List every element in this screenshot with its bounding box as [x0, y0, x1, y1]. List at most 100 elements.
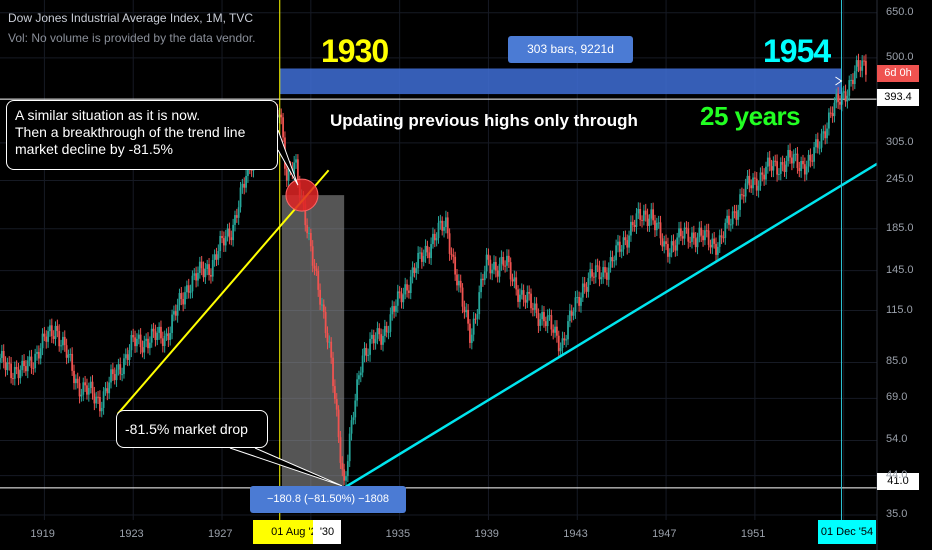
candle-body [568, 310, 571, 322]
span-measure-tag[interactable]: 303 bars, 9221d [508, 36, 633, 63]
candle-body [694, 238, 697, 248]
candle-body [134, 337, 136, 347]
candle-body [533, 303, 536, 310]
candle-body [504, 265, 507, 267]
candle-body [119, 364, 122, 375]
candle-body [848, 80, 851, 96]
candle-body [28, 356, 31, 361]
candle-body [210, 274, 212, 277]
candle-body [626, 240, 629, 248]
candle-body [587, 278, 590, 292]
drop-callout[interactable]: -81.5% market drop [116, 410, 268, 448]
situation-callout[interactable]: A similar situation as it is now. Then a… [6, 100, 278, 170]
candle-body [565, 339, 568, 341]
candle-body [73, 370, 75, 384]
candle-body [581, 283, 584, 298]
candle-body [746, 175, 749, 184]
candle-body [500, 256, 503, 264]
candle-body [0, 357, 1, 363]
candle-body [593, 276, 595, 278]
drop-pointer [229, 447, 343, 487]
candle-body [792, 154, 795, 164]
candle-body [167, 333, 170, 340]
candle-body [87, 388, 90, 395]
candle-body [554, 326, 556, 333]
candle-body [665, 241, 667, 245]
candle-body [837, 93, 840, 102]
candle-body [315, 268, 318, 271]
x-tick-label: 1943 [563, 528, 588, 540]
candle-body [659, 222, 662, 239]
candle-body [19, 370, 22, 379]
candle-body [308, 233, 310, 235]
candle-body [132, 335, 135, 338]
candle-body [50, 325, 53, 337]
candle-body [605, 272, 608, 280]
candle-body [441, 220, 444, 231]
span-range-band [279, 68, 842, 95]
candle-body [208, 264, 210, 275]
candle-body [728, 215, 730, 225]
candle-body [121, 374, 124, 376]
candle-body [282, 117, 284, 138]
y-tick-label: 245.0 [886, 173, 914, 186]
y-tick-label: 115.0 [886, 303, 913, 316]
start-date-suffix-text: '30 [319, 526, 335, 538]
candle-body [776, 161, 778, 175]
candle-body [439, 220, 442, 223]
updating-highs-text: Updating previous highs only through [330, 111, 638, 130]
candle-body [530, 293, 532, 309]
candle-body [541, 312, 544, 320]
candle-body [100, 407, 103, 412]
candle-body [411, 267, 414, 277]
candle-body [180, 293, 183, 300]
candle-body [772, 160, 775, 171]
candle-body [104, 388, 107, 392]
candle-body [798, 168, 801, 172]
candle-body [742, 195, 745, 197]
candle-body [443, 227, 445, 231]
candle-body [161, 338, 164, 347]
candle-body [563, 338, 566, 341]
candle-body [86, 385, 88, 395]
candle-body [163, 335, 166, 347]
candle-body [766, 157, 769, 167]
yellow-trend-line[interactable] [116, 169, 330, 415]
candle-body [89, 381, 92, 389]
candle-body [517, 289, 519, 302]
candle-body [655, 222, 658, 231]
candle-body [363, 347, 366, 356]
candle-body [230, 237, 233, 241]
cyan-trend-line[interactable] [343, 162, 878, 489]
candle-body [802, 161, 804, 165]
candle-body [62, 336, 64, 346]
candle-body [618, 241, 621, 252]
y-tick-label: 85.0 [886, 355, 908, 368]
drop-measure-tag[interactable]: −180.8 (−81.50%) −1808 [250, 486, 406, 513]
candle-body [702, 235, 704, 241]
candle-body [378, 328, 381, 335]
candle-body [280, 114, 283, 118]
candle-body [681, 236, 684, 239]
candle-body [507, 255, 510, 263]
candle-body [237, 207, 240, 218]
candle-body [733, 211, 736, 213]
price-level-lines [0, 98, 877, 489]
candle-body [17, 369, 20, 379]
candle-body [346, 461, 349, 477]
x-tick-label: 1939 [474, 528, 499, 540]
candle-body [45, 336, 48, 342]
candle-body [794, 153, 797, 155]
candle-body [58, 330, 61, 347]
candle-body [844, 91, 847, 102]
candle-body [611, 257, 614, 262]
candle-body [32, 367, 35, 369]
candle-body [313, 265, 316, 269]
candle-body [735, 211, 738, 220]
candle-body [567, 321, 569, 340]
candle-body [809, 154, 812, 161]
candle-body [23, 360, 25, 367]
end-date-tag: 01 Dec '54 [818, 520, 876, 544]
candle-body [174, 311, 177, 316]
